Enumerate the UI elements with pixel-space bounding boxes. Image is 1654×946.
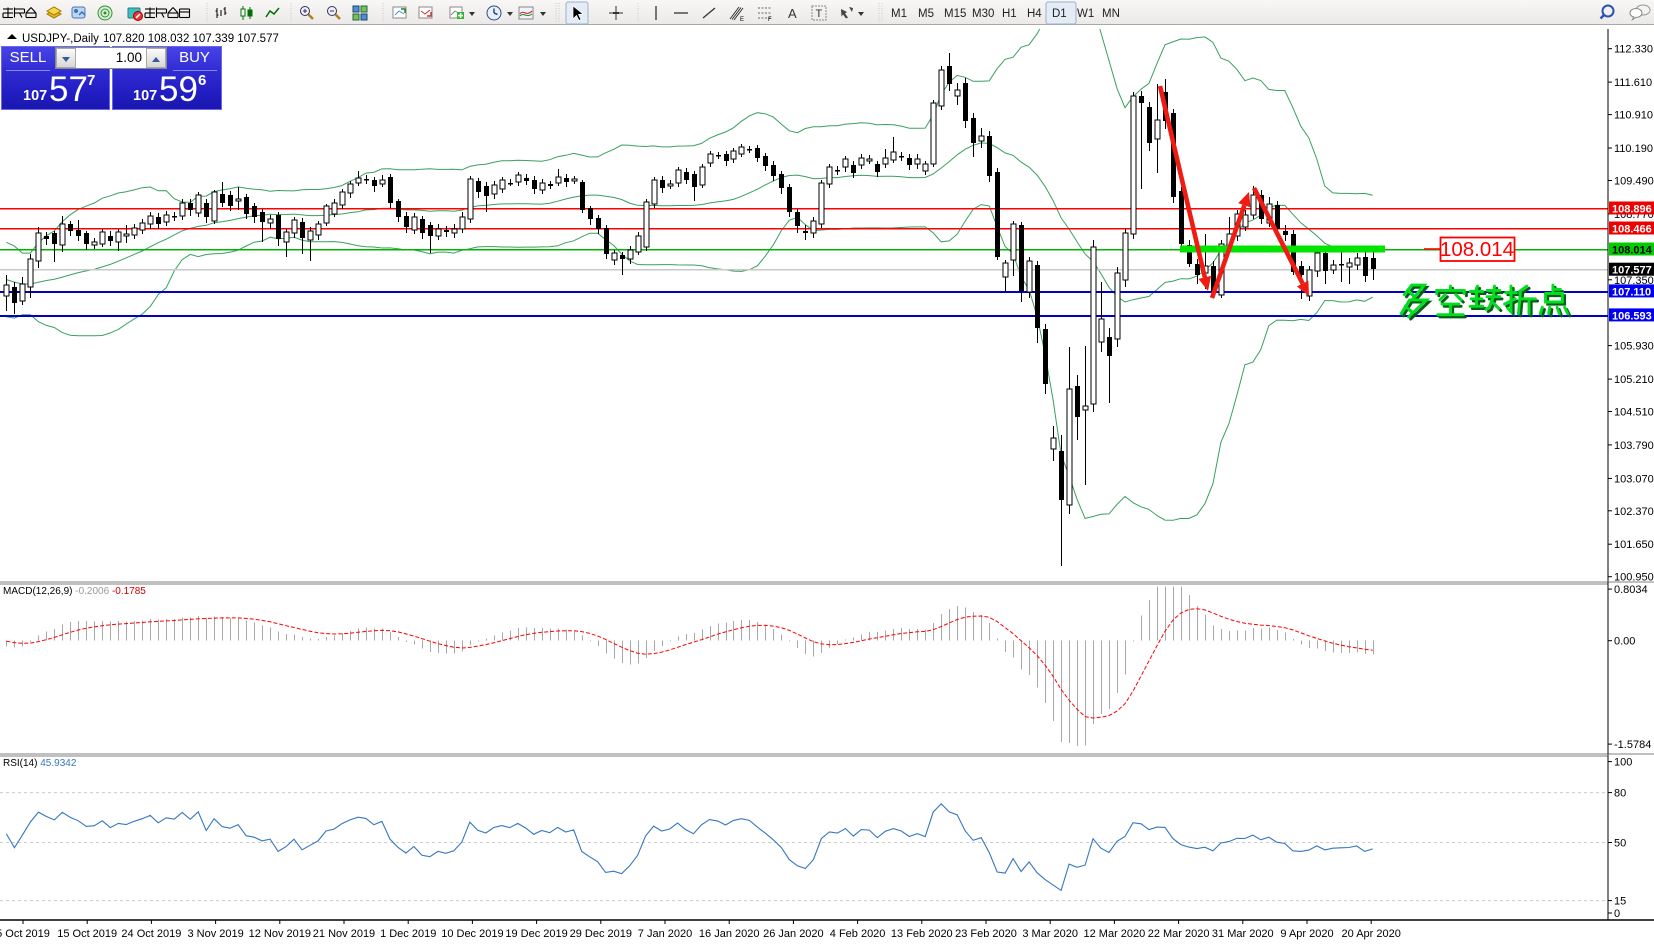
svg-text:5 Oct 2019: 5 Oct 2019 (0, 928, 50, 940)
svg-text:107.350: 107.350 (1614, 275, 1654, 287)
svg-text:26 Jan 2020: 26 Jan 2020 (763, 928, 824, 940)
svg-text:102.370: 102.370 (1614, 506, 1654, 518)
svg-text:H4: H4 (1027, 8, 1042, 20)
svg-text:19 Dec 2019: 19 Dec 2019 (505, 928, 567, 940)
svg-text:108.466: 108.466 (1612, 224, 1652, 236)
svg-text:80: 80 (1614, 788, 1626, 800)
svg-text:0.00: 0.00 (1614, 636, 1635, 648)
svg-text:-1.5784: -1.5784 (1614, 739, 1651, 751)
svg-text:107.820 108.032 107.339 107.57: 107.820 108.032 107.339 107.577 (103, 33, 279, 45)
svg-text:H1: H1 (1002, 8, 1017, 20)
svg-text:104.510: 104.510 (1614, 407, 1654, 419)
svg-text:110.190: 110.190 (1614, 143, 1653, 155)
svg-text:50: 50 (1614, 838, 1626, 850)
svg-text:USDJPY-,Daily: USDJPY-,Daily (22, 33, 99, 45)
svg-text:12 Mar 2020: 12 Mar 2020 (1084, 928, 1146, 940)
svg-text:103.070: 103.070 (1614, 473, 1654, 485)
svg-text:1 Dec 2019: 1 Dec 2019 (380, 928, 436, 940)
svg-text:4 Feb 2020: 4 Feb 2020 (830, 928, 886, 940)
svg-text:105.930: 105.930 (1614, 341, 1654, 353)
svg-text:23 Feb 2020: 23 Feb 2020 (955, 928, 1017, 940)
svg-text:107.577: 107.577 (1612, 265, 1652, 277)
svg-text:E: E (740, 17, 744, 23)
svg-text:110.910: 110.910 (1614, 110, 1653, 122)
svg-text:7 Jan 2020: 7 Jan 2020 (638, 928, 692, 940)
svg-text:24 Oct 2019: 24 Oct 2019 (121, 928, 181, 940)
svg-text:112.330: 112.330 (1614, 44, 1653, 56)
svg-text:9 Apr 2020: 9 Apr 2020 (1280, 928, 1333, 940)
svg-text:108.014: 108.014 (1440, 238, 1514, 261)
svg-text:105.210: 105.210 (1614, 374, 1654, 386)
svg-text:A: A (788, 6, 797, 21)
svg-text:MN: MN (1102, 8, 1120, 20)
svg-text:10 Dec 2019: 10 Dec 2019 (441, 928, 503, 940)
svg-text:16 Jan 2020: 16 Jan 2020 (699, 928, 760, 940)
svg-text:0.8034: 0.8034 (1614, 584, 1648, 596)
svg-text:13 Feb 2020: 13 Feb 2020 (891, 928, 953, 940)
svg-text:108.014: 108.014 (1612, 245, 1653, 257)
svg-text:15: 15 (1614, 896, 1626, 908)
svg-text:106.593: 106.593 (1612, 310, 1652, 322)
svg-text:RSI(14) 45.9342: RSI(14) 45.9342 (3, 758, 77, 769)
svg-text:107.110: 107.110 (1612, 286, 1651, 298)
svg-text:T: T (816, 8, 823, 20)
svg-text:3 Nov 2019: 3 Nov 2019 (187, 928, 243, 940)
svg-text:109.490: 109.490 (1614, 176, 1654, 188)
svg-text:108.896: 108.896 (1612, 204, 1652, 216)
svg-text:100: 100 (1614, 757, 1632, 769)
svg-text:111.610: 111.610 (1614, 77, 1652, 89)
svg-text:3 Mar 2020: 3 Mar 2020 (1022, 928, 1078, 940)
svg-text:D1: D1 (1052, 8, 1067, 20)
svg-text:M1: M1 (891, 8, 907, 20)
svg-text:100.950: 100.950 (1614, 572, 1654, 584)
svg-text:M5: M5 (918, 8, 934, 20)
svg-text:21 Nov 2019: 21 Nov 2019 (313, 928, 375, 940)
svg-text:20 Apr 2020: 20 Apr 2020 (1342, 928, 1401, 940)
svg-text:12 Nov 2019: 12 Nov 2019 (249, 928, 311, 940)
svg-text:31 Mar 2020: 31 Mar 2020 (1212, 928, 1274, 940)
svg-text:M30: M30 (972, 8, 994, 20)
svg-text:W1: W1 (1077, 8, 1094, 20)
svg-text:M15: M15 (944, 8, 966, 20)
svg-text:29 Dec 2019: 29 Dec 2019 (570, 928, 632, 940)
svg-text:15 Oct 2019: 15 Oct 2019 (57, 928, 117, 940)
svg-text:MACD(12,26,9) -0.2006 -0.1785: MACD(12,26,9) -0.2006 -0.1785 (3, 586, 146, 597)
svg-text:F: F (768, 17, 772, 23)
svg-text:22 Mar 2020: 22 Mar 2020 (1148, 928, 1210, 940)
svg-text:101.650: 101.650 (1614, 539, 1654, 551)
svg-text:0: 0 (1614, 908, 1620, 920)
svg-text:103.790: 103.790 (1614, 440, 1654, 452)
